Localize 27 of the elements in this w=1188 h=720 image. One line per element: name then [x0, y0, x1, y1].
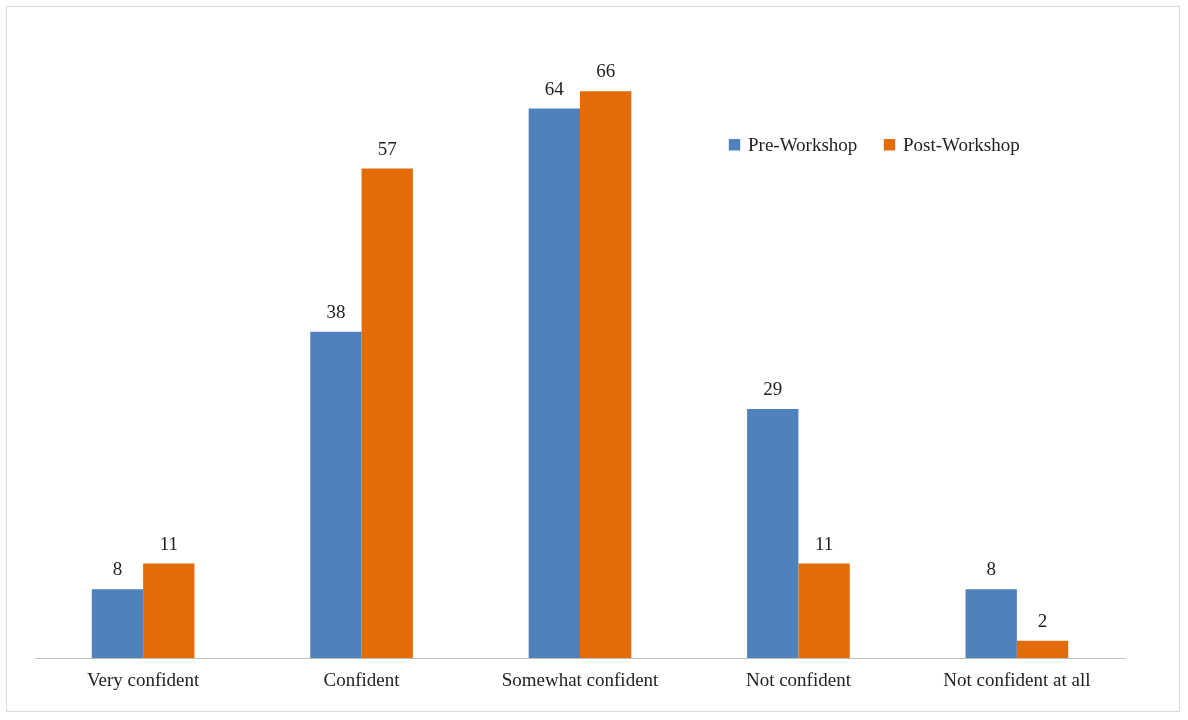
bar [528, 108, 580, 658]
data-label: 8 [986, 558, 996, 580]
data-label: 2 [1037, 609, 1048, 631]
bar [361, 168, 413, 658]
data-label: 11 [159, 532, 178, 554]
bar [747, 409, 799, 658]
x-tick-label: Not confident [745, 668, 852, 690]
legend-label: Post-Workshop [903, 133, 1020, 155]
bar [798, 563, 850, 658]
x-tick-label: Very confident [86, 668, 201, 690]
x-tick-label: Somewhat confident [501, 668, 660, 690]
data-label: 11 [814, 532, 834, 554]
x-tick-label: Not confident at all [943, 668, 1091, 690]
bar [91, 589, 144, 658]
data-label: 57 [377, 137, 397, 159]
bar [143, 563, 195, 658]
data-label: 29 [763, 378, 783, 400]
bar [965, 589, 1017, 658]
bar [310, 331, 362, 658]
data-label: 8 [112, 558, 123, 580]
bar [1016, 640, 1069, 658]
data-label: 66 [596, 60, 616, 82]
x-tick-label: Confident [323, 668, 401, 690]
legend-label: Pre-Workshop [748, 133, 858, 155]
bar [580, 91, 632, 658]
data-label: 38 [326, 300, 346, 322]
data-label: 64 [544, 77, 565, 99]
